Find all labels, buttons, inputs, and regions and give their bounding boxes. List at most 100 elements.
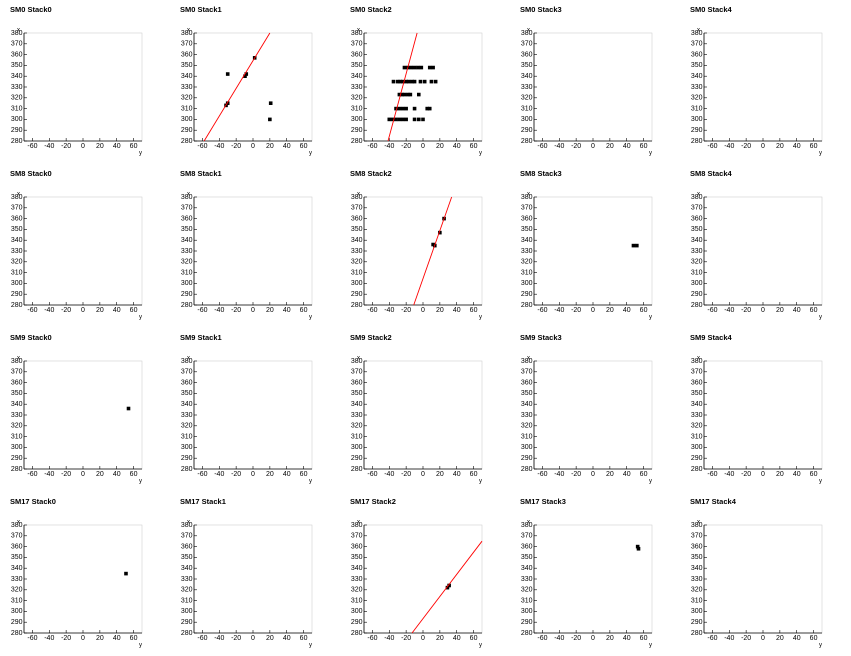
y-tick-label: 290 <box>181 127 193 134</box>
x-tick-label: 20 <box>436 635 444 642</box>
y-tick-label: 280 <box>11 138 23 145</box>
y-tick-label: 320 <box>521 95 533 102</box>
x-axis-label: y <box>139 643 142 649</box>
fit-line <box>411 540 483 634</box>
y-tick-label: 330 <box>181 576 193 583</box>
y-tick-label: 280 <box>691 302 703 309</box>
x-tick-label: -60 <box>27 307 37 314</box>
y-axis-label: x <box>17 28 20 34</box>
y-tick-label: 280 <box>521 302 533 309</box>
hit-point <box>268 101 273 105</box>
x-axis-label: y <box>139 151 142 157</box>
x-tick-label: 40 <box>453 471 461 478</box>
x-tick-label: 40 <box>283 307 291 314</box>
y-tick-label: 300 <box>181 444 193 451</box>
y-tick-label: 350 <box>181 62 193 69</box>
x-tick-label: -20 <box>741 143 751 150</box>
hit-point <box>631 243 636 248</box>
x-tick-label: 20 <box>606 143 614 150</box>
x-axis-label: y <box>819 643 822 649</box>
y-tick-label: 290 <box>181 455 193 462</box>
y-tick-label: 350 <box>181 554 193 561</box>
x-axis-label: y <box>309 151 312 157</box>
plot-frame <box>533 196 653 306</box>
y-tick-label: 340 <box>181 237 193 244</box>
x-axis-label: y <box>649 479 652 485</box>
plot-frame <box>703 196 823 306</box>
x-tick-label: 40 <box>283 143 291 150</box>
x-tick-label: 20 <box>606 307 614 314</box>
x-tick-label: 60 <box>300 143 308 150</box>
x-axis-label: y <box>819 315 822 321</box>
y-tick-label: 320 <box>11 95 23 102</box>
hit-point <box>412 65 417 70</box>
x-tick-label: 0 <box>591 471 595 478</box>
hit-point <box>402 92 407 97</box>
y-tick-label: 320 <box>351 587 363 594</box>
x-tick-label: 60 <box>810 307 818 314</box>
hit-point <box>412 117 417 122</box>
hit-point <box>400 117 405 122</box>
x-tick-label: -20 <box>61 307 71 314</box>
y-axis-label: x <box>527 356 530 362</box>
y-tick-label: 330 <box>181 84 193 91</box>
y-tick-label: 300 <box>521 608 533 615</box>
y-axis-label: x <box>17 520 20 526</box>
y-tick-label: 300 <box>691 116 703 123</box>
y-tick-label: 340 <box>691 565 703 572</box>
panel-title: SM0 Stack0 <box>10 5 52 14</box>
x-tick-label: 60 <box>640 471 648 478</box>
plot-frame <box>23 196 143 306</box>
y-tick-label: 290 <box>351 619 363 626</box>
x-tick-label: -20 <box>401 307 411 314</box>
x-tick-label: 0 <box>761 307 765 314</box>
x-tick-label: 40 <box>113 635 121 642</box>
hit-point <box>391 79 396 84</box>
y-tick-label: 370 <box>11 41 23 48</box>
plot-frame <box>703 32 823 142</box>
x-tick-label: 40 <box>623 471 631 478</box>
x-tick-label: -60 <box>27 471 37 478</box>
y-tick-label: 350 <box>181 390 193 397</box>
y-tick-label: 310 <box>11 433 23 440</box>
y-tick-label: 380 <box>521 30 533 37</box>
panel-title: SM0 Stack2 <box>350 5 392 14</box>
panel-title: SM8 Stack3 <box>520 169 562 178</box>
x-tick-label: 0 <box>421 307 425 314</box>
y-tick-label: 290 <box>181 291 193 298</box>
y-tick-label: 380 <box>521 522 533 529</box>
y-tick-label: 300 <box>181 116 193 123</box>
panel-title: SM17 Stack1 <box>180 497 226 506</box>
y-tick-label: 350 <box>521 226 533 233</box>
x-tick-label: 0 <box>81 635 85 642</box>
x-tick-label: 60 <box>300 307 308 314</box>
y-axis-label: x <box>357 192 360 198</box>
hit-point <box>447 583 451 588</box>
x-tick-label: 20 <box>606 635 614 642</box>
y-tick-label: 290 <box>351 291 363 298</box>
x-tick-label: -40 <box>554 307 564 314</box>
y-tick-label: 340 <box>11 401 23 408</box>
x-tick-label: -40 <box>214 635 224 642</box>
hit-point <box>429 79 434 84</box>
y-tick-label: 320 <box>351 259 363 266</box>
y-tick-label: 280 <box>181 466 193 473</box>
x-tick-label: -20 <box>401 471 411 478</box>
panel-title: SM0 Stack1 <box>180 5 222 14</box>
hit-point <box>445 585 450 590</box>
plot-frame <box>193 360 313 470</box>
hit-point <box>400 92 404 97</box>
y-tick-label: 350 <box>11 226 23 233</box>
y-tick-label: 300 <box>11 444 23 451</box>
y-tick-label: 290 <box>11 619 23 626</box>
y-tick-label: 360 <box>351 51 363 58</box>
y-axis-label: x <box>357 520 360 526</box>
hit-point <box>418 79 423 84</box>
x-tick-label: -40 <box>724 143 734 150</box>
fit-line <box>387 32 418 142</box>
y-tick-label: 300 <box>521 280 533 287</box>
y-tick-label: 370 <box>521 533 533 540</box>
x-tick-label: -60 <box>27 635 37 642</box>
y-tick-label: 350 <box>11 554 23 561</box>
y-tick-label: 340 <box>521 565 533 572</box>
